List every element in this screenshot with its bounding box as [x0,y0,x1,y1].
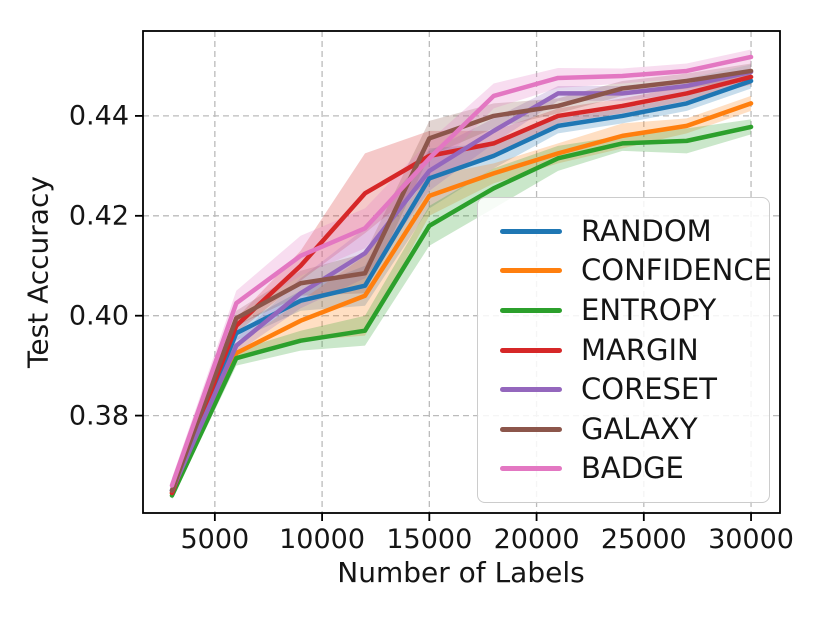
band-confidence [171,95,752,498]
band-entropy [171,119,752,500]
legend-item-badge: BADGE [478,454,769,483]
legend-item-confidence: CONFIDENCE [478,253,772,288]
legend-swatch-confidence [500,268,562,274]
y-axis-label: Test Accuracy [21,176,55,368]
legend-item-entropy: ENTROPY [478,292,769,327]
legend-label: RANDOM [581,213,712,248]
band-margin [171,69,752,498]
legend-label: MARGIN [581,332,699,367]
y-tick-label: 0.40 [68,300,129,332]
x-tick-label: 20000 [493,524,580,555]
legend-swatch-margin [500,347,562,353]
y-tick-label: 0.38 [68,400,129,432]
legend-swatch-entropy [500,307,562,313]
legend-label: CONFIDENCE [581,253,772,288]
x-tick-label: 25000 [600,524,687,555]
legend-swatch-galaxy [500,426,562,432]
series-line-confidence [169,101,754,496]
legend-item-galaxy: GALAXY [478,411,769,446]
band-random [171,73,752,495]
plot-border [142,30,781,514]
y-tick-label: 0.42 [68,200,129,232]
x-tick-label: 5000 [180,524,250,555]
x-tick-label: 10000 [279,524,366,555]
legend-swatch-random [500,228,562,234]
legend-item-margin: MARGIN [478,332,769,367]
legend-label: ENTROPY [581,292,717,327]
legend-swatch-badge [500,466,562,472]
legend-label: BADGE [581,451,684,486]
legend-swatch-coreset [500,387,562,393]
legend-label: GALAXY [581,411,698,446]
legend-label: CORESET [581,372,717,407]
legend: RANDOM CONFIDENCE ENTROPY MARGIN CORESET GALA… [477,197,772,503]
series-line-coreset [169,69,754,493]
legend-item-coreset: CORESET [478,375,769,404]
series-line-badge [169,54,754,488]
x-tick-label: 30000 [708,524,794,555]
y-tick-label: 0.44 [68,100,129,132]
legend-item-random: RANDOM [478,213,769,248]
band-badge [171,49,752,494]
series-line-entropy [169,124,754,498]
x-tick-label: 15000 [386,524,473,555]
x-axis-label: Number of Labels [337,556,585,589]
